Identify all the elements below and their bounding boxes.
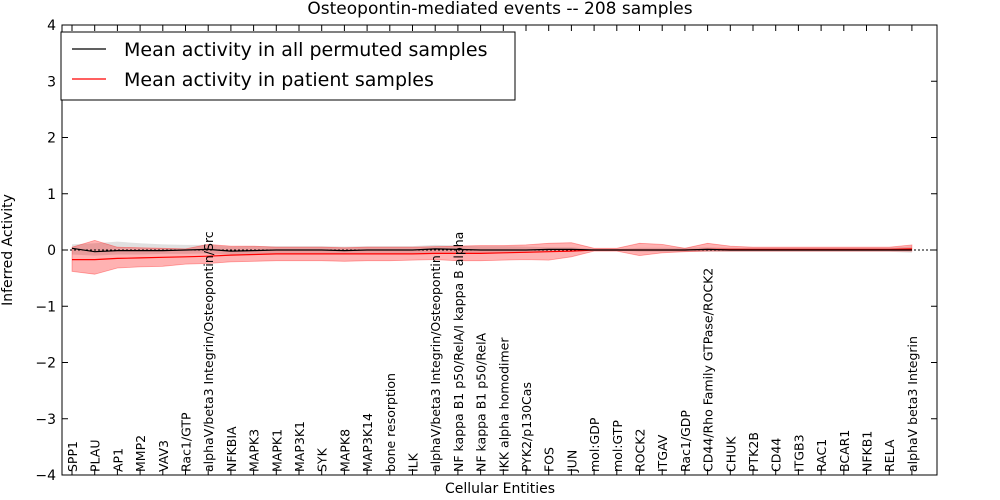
legend: Mean activity in all permuted samples Me… (60, 31, 516, 101)
series-lines (71, 247, 912, 261)
x-tick-label: Rac1/GDP (678, 410, 693, 472)
y-tick-label: −3 (35, 412, 56, 428)
x-tick-label: RAC1 (814, 439, 829, 472)
x-tick-label: MAP3K14 (360, 413, 375, 472)
band-permuted (72, 241, 912, 256)
band-patient (71, 239, 913, 275)
x-tick-label: AP1 (110, 448, 125, 472)
x-tick-label: NFKB1 (860, 431, 875, 472)
y-tick-label: 4 (47, 18, 56, 34)
y-tick-label: 2 (47, 131, 56, 147)
x-tick-labels: SPP1 PLAU AP1 MMP2 VAV3 Rac1/GTP alphaV/beta3 … (65, 231, 920, 473)
x-tick-label: MAP3K1 (292, 421, 307, 472)
x-tick-label: RELA (882, 439, 897, 472)
x-tick-label: CD44 (769, 438, 784, 472)
y-tick-label: −1 (35, 299, 56, 315)
x-tick-label: CD44/Rho Family GTPase/ROCK2 (701, 268, 716, 472)
x-tick-label: NF kappa B1 p50/RelA (474, 332, 489, 472)
x-tick-label: PTK2B (746, 432, 761, 472)
x-axis-label: Cellular Entities (445, 481, 555, 497)
x-tick-label: VAV3 (156, 440, 171, 472)
y-tick-label: −2 (35, 356, 56, 372)
x-tick-label: FOS (542, 447, 557, 472)
x-tick-label: PYK2/p130Cas (519, 382, 534, 472)
legend-label-patient: Mean activity in patient samples (124, 69, 434, 91)
x-tick-label: MAPK1 (269, 429, 284, 472)
x-tick-label: CHUK (723, 436, 738, 472)
y-tick-labels: −4 −3 −2 −1 0 1 2 3 4 (35, 18, 56, 484)
x-tick-label: mol:GDP (587, 417, 602, 472)
x-tick-label: JUN (564, 450, 579, 473)
x-tick-label: NFKBIA (224, 426, 239, 472)
chart-title: Osteopontin-mediated events -- 208 sampl… (307, 0, 692, 19)
x-tick-label: alphaV/beta3 Integrin/Osteopontin (428, 255, 443, 472)
x-tick-label: ITGB3 (791, 434, 806, 472)
x-tick-label: ILK (406, 452, 421, 472)
y-axis-label: Inferred Activity (0, 194, 16, 306)
x-tick-label: SPP1 (65, 441, 80, 472)
confidence-bands (71, 239, 913, 275)
x-tick-label: mol:GTP (610, 420, 625, 472)
x-tick-label: MAPK8 (337, 429, 352, 472)
x-tick-label: MMP2 (133, 435, 148, 472)
y-tick-label: 0 (47, 243, 56, 259)
y-tick-label: −4 (35, 468, 56, 484)
x-tick-label: alphaV beta3 Integrin (905, 336, 920, 472)
x-tick-label: ITGAV (655, 434, 670, 472)
x-tick-label: Rac1/GTP (179, 412, 194, 472)
y-tick-label: 3 (47, 74, 56, 90)
legend-frame (60, 31, 516, 101)
x-tick-label: IKK alpha homodimer (496, 337, 511, 472)
x-tick-label: MAPK3 (247, 429, 262, 472)
plot-frame (61, 24, 938, 476)
x-tick-label: PLAU (88, 440, 103, 473)
y-tick-label: 1 (47, 187, 56, 203)
x-tick-label: SYK (315, 447, 330, 472)
legend-label-permuted: Mean activity in all permuted samples (124, 39, 487, 61)
line-permuted (71, 247, 912, 253)
x-tick-label: alphaV/beta3 Integrin/Osteopontin/Src (201, 231, 216, 472)
x-tick-label: BCAR1 (837, 430, 852, 472)
x-tick-label: NF kappa B1 p50/RelA/I kappa B alpha (451, 232, 466, 472)
x-tick-label: ROCK2 (633, 429, 648, 472)
x-tick-label: bone resorption (383, 373, 398, 472)
